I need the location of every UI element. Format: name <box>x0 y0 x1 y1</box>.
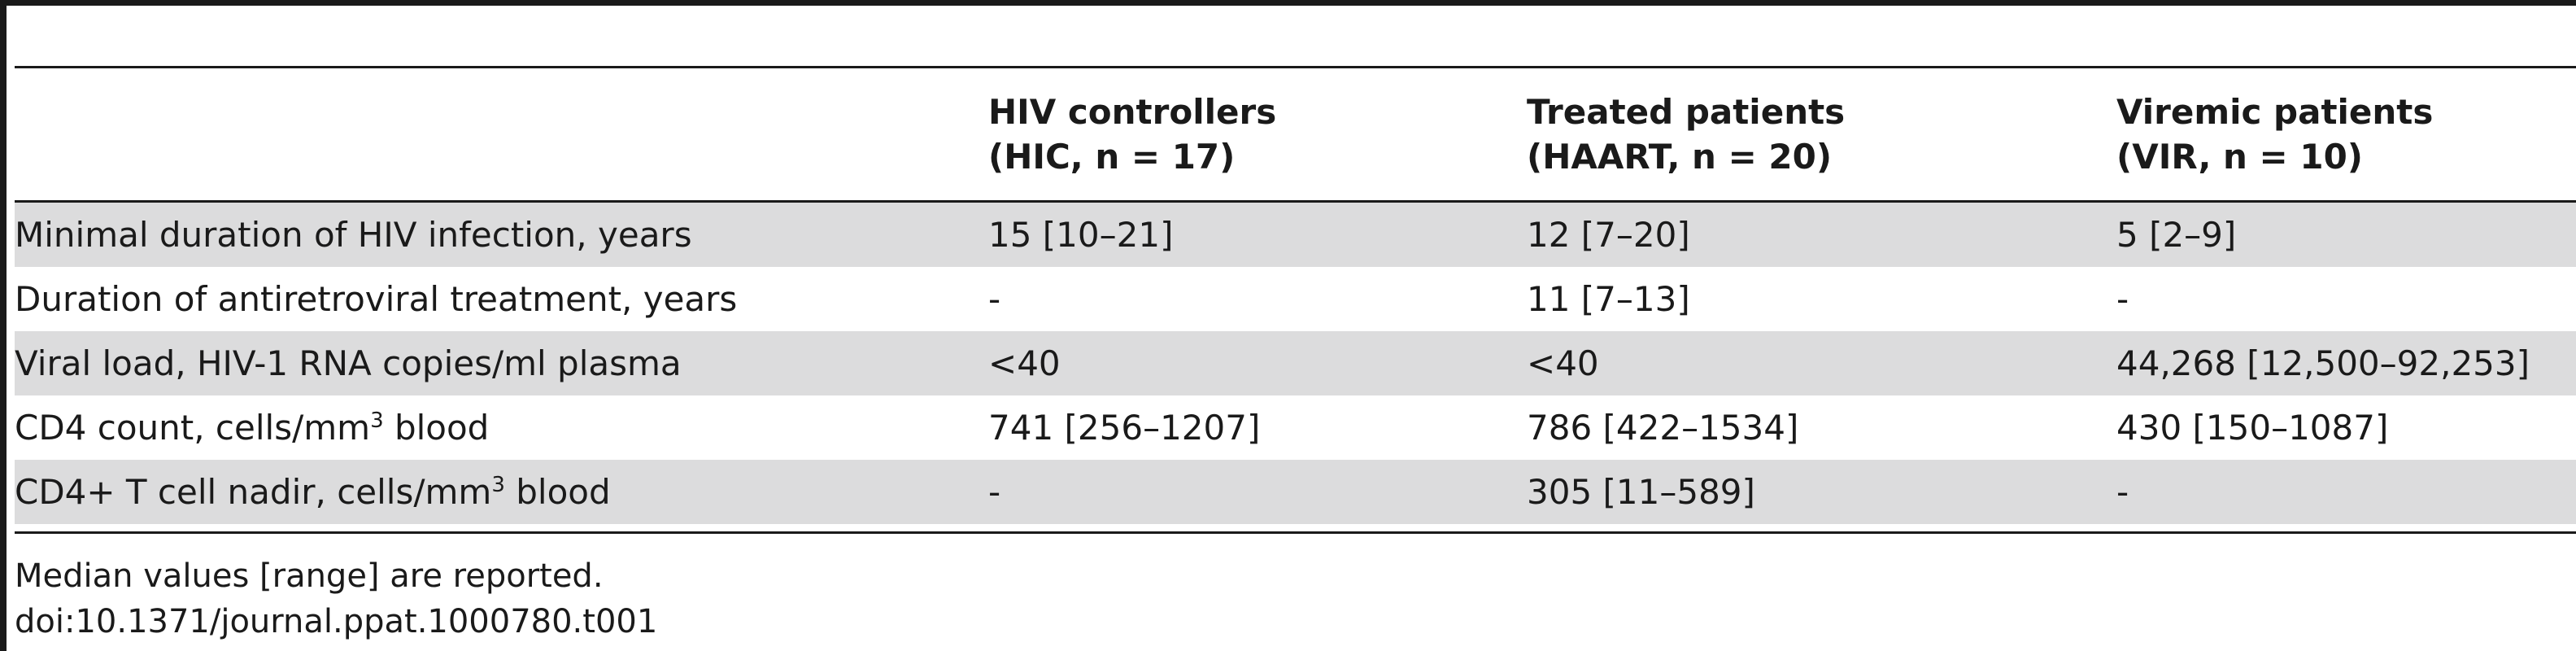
header-bottom-rule <box>15 200 2576 203</box>
left-border-rule <box>0 0 7 651</box>
table-row: Minimal duration of HIV infection, years… <box>15 203 2576 267</box>
cell-hic: - <box>988 279 1001 319</box>
table-header: HIV controllers (HIC, n = 17) Treated pa… <box>15 90 2576 179</box>
column-header-vir-title: Viremic patients <box>2116 92 2434 132</box>
table-row: CD4+ T cell nadir, cells/mm3 blood - 305… <box>15 460 2576 524</box>
row-label: CD4 count, cells/mm3 blood <box>15 395 489 460</box>
cell-haart: 305 [11–589] <box>1527 472 1755 512</box>
cell-hic: - <box>988 472 1001 512</box>
cell-vir: - <box>2116 472 2129 512</box>
cell-hic: <40 <box>988 343 1061 383</box>
row-label-suffix: blood <box>383 408 490 448</box>
cell-haart: 11 [7–13] <box>1527 279 1690 319</box>
table-row: Viral load, HIV-1 RNA copies/ml plasma <… <box>15 331 2576 395</box>
cell-vir: - <box>2116 279 2129 319</box>
column-header-hic-n: (HIC, n = 17) <box>988 137 1236 177</box>
column-header-vir: Viremic patients (VIR, n = 10) <box>2116 90 2433 179</box>
column-header-haart-n: (HAART, n = 20) <box>1527 137 1833 177</box>
row-label: Duration of antiretroviral treatment, ye… <box>15 279 738 319</box>
cell-hic: 15 [10–21] <box>988 215 1174 255</box>
table-row: CD4 count, cells/mm3 blood 741 [256–1207… <box>15 395 2576 460</box>
cell-vir: 44,268 [12,500–92,253] <box>2116 343 2530 383</box>
table-bottom-rule <box>15 531 2576 534</box>
row-label: Minimal duration of HIV infection, years <box>15 215 692 255</box>
row-label: Viral load, HIV-1 RNA copies/ml plasma <box>15 343 682 383</box>
table-footnotes: Median values [range] are reported. doi:… <box>15 553 657 644</box>
top-border-rule <box>0 0 2576 6</box>
table-top-rule <box>15 66 2576 68</box>
column-header-vir-n: (VIR, n = 10) <box>2116 137 2364 177</box>
cell-haart: 786 [422–1534] <box>1527 408 1799 448</box>
column-header-haart-title: Treated patients <box>1527 92 1846 132</box>
column-header-hic-title: HIV controllers <box>988 92 1277 132</box>
row-label: CD4+ T cell nadir, cells/mm3 blood <box>15 460 611 524</box>
column-header-hic: HIV controllers (HIC, n = 17) <box>988 90 1276 179</box>
cell-vir: 430 [150–1087] <box>2116 408 2389 448</box>
row-label-suffix: blood <box>504 472 611 512</box>
row-label-text: CD4 count, cells/mm <box>15 408 371 448</box>
cell-vir: 5 [2–9] <box>2116 215 2237 255</box>
row-label-superscript: 3 <box>491 473 505 497</box>
table-row: Duration of antiretroviral treatment, ye… <box>15 267 2576 331</box>
cell-haart: <40 <box>1527 343 1599 383</box>
footnote-median: Median values [range] are reported. <box>15 557 604 595</box>
footnote-doi: doi:10.1371/journal.ppat.1000780.t001 <box>15 603 658 640</box>
cell-hic: 741 [256–1207] <box>988 408 1261 448</box>
cell-haart: 12 [7–20] <box>1527 215 1690 255</box>
column-header-haart: Treated patients (HAART, n = 20) <box>1527 90 1845 179</box>
row-label-superscript: 3 <box>370 409 384 433</box>
row-label-text: CD4+ T cell nadir, cells/mm <box>15 472 492 512</box>
